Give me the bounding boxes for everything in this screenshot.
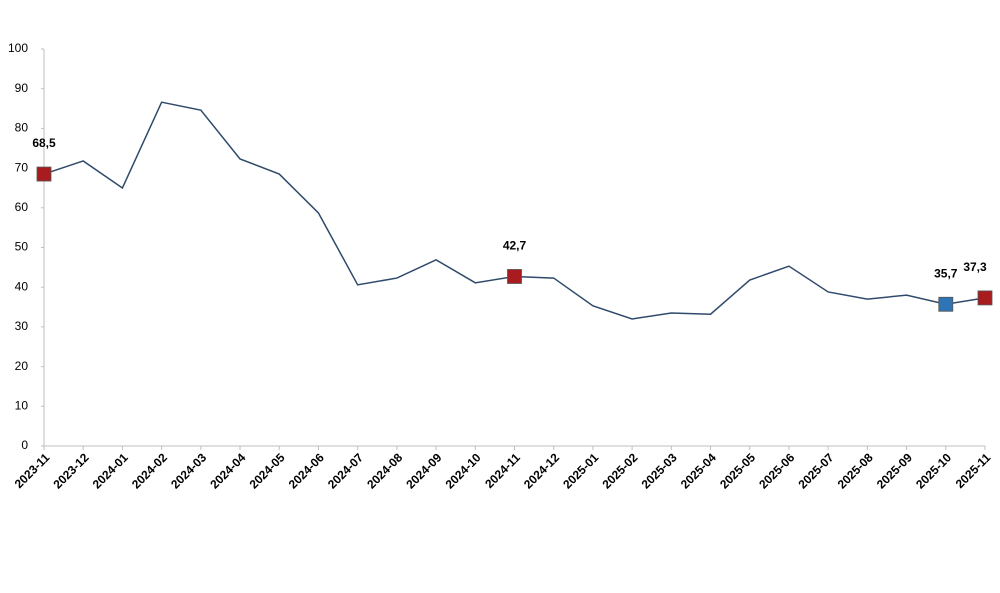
- y-tick-label: 20: [15, 359, 29, 373]
- y-tick-label: 90: [15, 81, 29, 95]
- x-tick-label: 2025-08: [835, 450, 876, 491]
- x-tick-label: 2024-09: [403, 450, 444, 491]
- x-tick-label: 2024-07: [325, 450, 366, 491]
- x-tick-label: 2023-11: [12, 450, 53, 491]
- x-tick-label: 2023-12: [51, 450, 92, 491]
- y-tick-label: 30: [15, 319, 29, 333]
- x-tick-label: 2024-03: [168, 450, 209, 491]
- value-label: 37,3: [963, 260, 987, 274]
- x-tick-label: 2024-01: [90, 450, 131, 491]
- x-tick-label: 2025-07: [795, 450, 836, 491]
- value-label: 42,7: [503, 239, 527, 253]
- x-tick-label: 2025-10: [913, 450, 954, 491]
- x-tick-label: 2024-06: [286, 450, 327, 491]
- y-tick-label: 40: [15, 279, 29, 293]
- x-tick-label: 2025-02: [599, 450, 640, 491]
- marker: [507, 269, 522, 284]
- y-tick-label: 70: [15, 160, 29, 174]
- x-tick-label: 2025-09: [874, 450, 915, 491]
- x-tick-label: 2025-11: [953, 450, 994, 491]
- x-tick-label: 2025-06: [756, 450, 797, 491]
- marker: [977, 290, 993, 306]
- marker: [938, 296, 954, 312]
- y-tick-label: 80: [15, 121, 29, 135]
- x-tick-label: 2025-01: [560, 450, 601, 491]
- x-tick-label: 2024-10: [443, 450, 484, 491]
- x-tick-label: 2025-05: [717, 450, 758, 491]
- y-tick-label: 10: [15, 398, 29, 412]
- x-tick-label: 2025-03: [639, 450, 680, 491]
- y-tick-label: 50: [15, 240, 29, 254]
- marker: [36, 166, 52, 182]
- y-tick-label: 0: [21, 438, 28, 452]
- x-tick-label: 2024-04: [207, 450, 248, 491]
- x-tick-label: 2024-11: [482, 450, 523, 491]
- x-tick-label: 2024-02: [129, 450, 170, 491]
- line: [43, 101, 986, 320]
- value-label: 68,5: [32, 136, 56, 150]
- x-tick-label: 2024-05: [247, 450, 288, 491]
- y-tick-label: 100: [8, 41, 28, 55]
- x-tick-label: 2024-08: [364, 450, 405, 491]
- x-tick-label: 2025-04: [678, 450, 719, 491]
- y-tick-label: 60: [15, 200, 29, 214]
- x-tick-label: 2024-12: [521, 450, 562, 491]
- value-label: 35,7: [934, 266, 958, 280]
